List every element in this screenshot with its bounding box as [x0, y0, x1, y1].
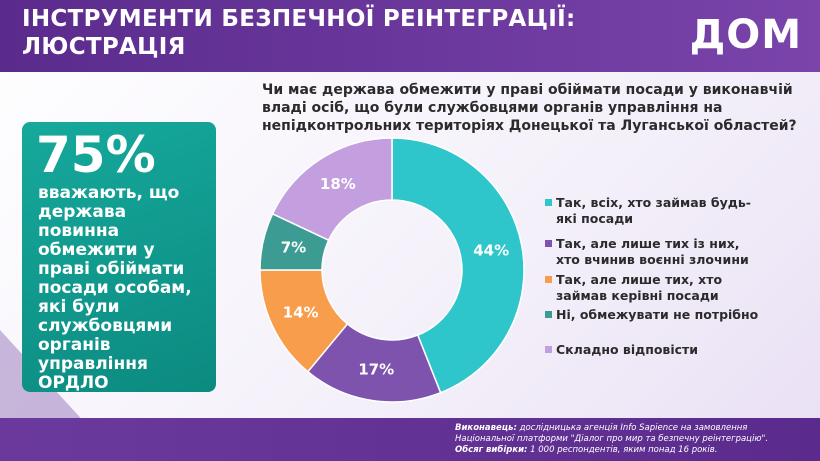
- stat: 75%: [36, 126, 156, 184]
- stat-text: управління: [38, 354, 148, 374]
- footer-text: дослідницька агенція Info Sapience на за…: [516, 423, 748, 433]
- value-label: 18%: [320, 175, 356, 193]
- question: владі осіб, що були службовцями органів …: [262, 100, 723, 116]
- value-label: 17%: [358, 360, 394, 378]
- value-label: 7%: [281, 238, 306, 256]
- stat-text: повинна: [38, 221, 120, 241]
- stat-text: ОРДЛО: [38, 373, 109, 393]
- donut-slice: [391, 137, 525, 394]
- legend-swatch: [545, 240, 552, 247]
- question: непідконтрольних територіях Донецької та…: [262, 118, 797, 134]
- footer: [0, 418, 820, 461]
- question: Чи має держава обмежити у праві обіймати…: [262, 82, 793, 98]
- title: ЛЮСТРАЦІЯ: [22, 34, 186, 60]
- footer-text: Національної платформи "Діалог про мир т…: [455, 434, 769, 444]
- stat-text: держава: [38, 202, 127, 222]
- stat-text: які були: [38, 297, 120, 317]
- value-label: 14%: [283, 304, 319, 322]
- footer-text: 1 000 респондентів, яким понад 16 років.: [527, 445, 718, 455]
- legend-item: Так, але лише тих із них, хто вчинив воє…: [545, 236, 766, 268]
- stat-text: органів: [38, 335, 111, 355]
- footer-label: Обсяг вибірки:: [455, 445, 528, 455]
- value-label: 44%: [473, 242, 509, 260]
- legend-item: Так, але лише тих, хто займав керівні по…: [545, 272, 766, 304]
- donut-slice: [271, 137, 393, 242]
- footer-line: Обсяг вибірки: 1 000 респондентів, яким …: [455, 445, 718, 455]
- legend-swatch: [545, 276, 552, 283]
- stat-text: посади особам,: [38, 278, 192, 298]
- legend-item: Ні, обмежувати не потрібно: [545, 307, 766, 323]
- footer-label: Виконавець:: [455, 423, 517, 433]
- legend-swatch: [545, 311, 552, 318]
- stat-text: обмежити у: [38, 240, 155, 260]
- footer-line: Національної платформи "Діалог про мир т…: [455, 434, 768, 444]
- header: [0, 0, 820, 72]
- logo: ДОМ: [689, 12, 802, 58]
- stat-text: службовцями: [38, 316, 173, 336]
- legend-item: Так, всіх, хто займав будь-які посади: [545, 195, 766, 227]
- title: ІНСТРУМЕНТИ БЕЗПЕЧНОЇ РЕІНТЕГРАЦІЇ:: [22, 6, 576, 32]
- stat-text: вважають, що: [38, 183, 180, 203]
- footer-line: Виконавець: дослідницька агенція Info Sa…: [455, 423, 747, 433]
- legend-swatch: [545, 199, 552, 206]
- legend-swatch: [545, 346, 552, 353]
- stat-text: праві обіймати: [38, 259, 185, 279]
- legend-item: Складно відповісти: [545, 342, 766, 358]
- highlight-box: 75% вважають, що держава повинна обмежити у…: [22, 122, 216, 393]
